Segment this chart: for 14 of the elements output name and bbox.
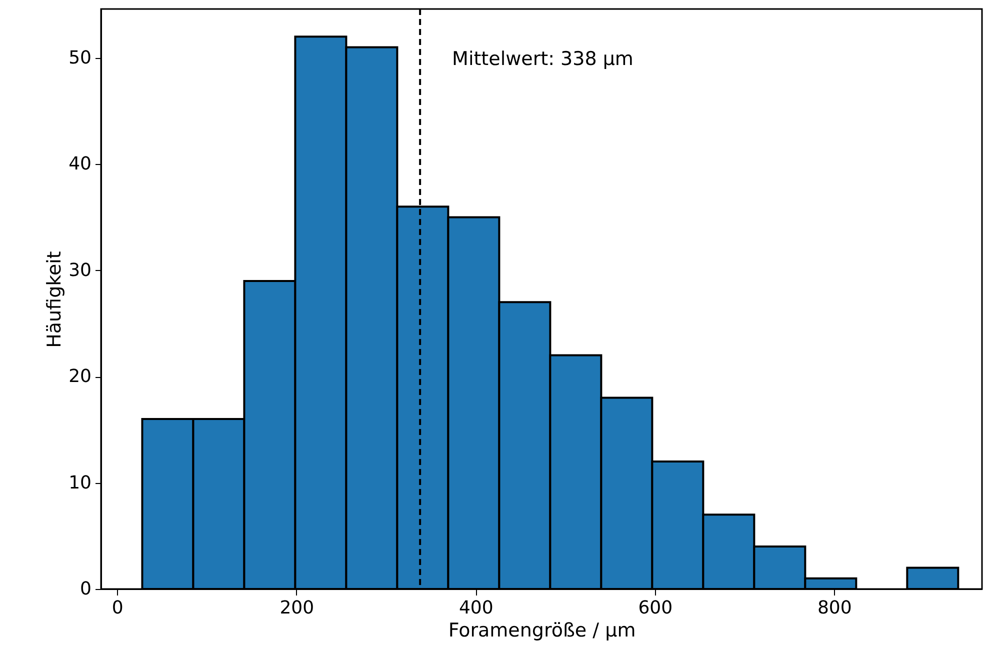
x-tick-label: 800 [817,598,852,618]
y-tick-label: 30 [68,260,92,281]
y-tick-label: 40 [68,154,92,175]
x-axis-title: Foramengröße / µm [448,620,636,642]
ref-line-label: Mittelwert: 338 µm [452,48,634,70]
y-tick-label: 0 [80,578,92,600]
x-tick-label: 0 [112,598,124,618]
y-tick-label: 50 [68,47,92,68]
x-tick-label: 200 [280,598,314,618]
x-tick-label: 600 [638,598,673,618]
x-tick-label: 400 [458,598,494,618]
y-tick-label: 10 [68,472,92,494]
y-tick-label: 20 [68,366,92,388]
y-axis-title: Häufigkeit [44,251,66,348]
